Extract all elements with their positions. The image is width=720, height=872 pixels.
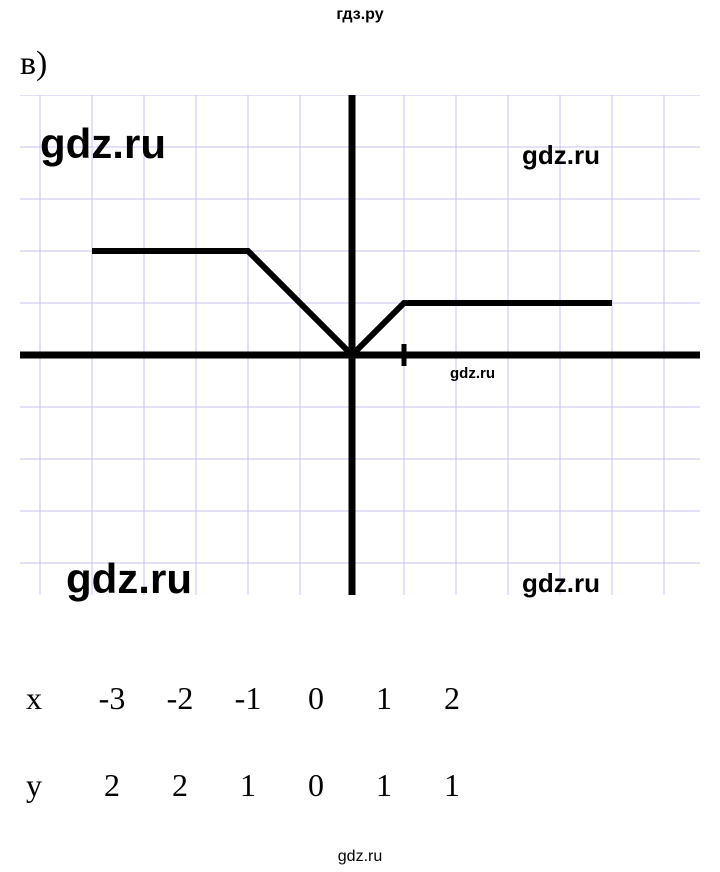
table-cell: -1 [214, 680, 282, 717]
watermark-4: gdz.ru [66, 555, 192, 603]
table-cell: 0 [282, 767, 350, 804]
value-table: x -3 -2 -1 0 1 2 y 2 2 1 0 1 1 [20, 680, 700, 854]
watermark-1: gdz.ru [40, 120, 166, 168]
table-cell: 2 [146, 767, 214, 804]
table-cell: 2 [78, 767, 146, 804]
table-cell: 1 [350, 680, 418, 717]
table-cell: 0 [282, 680, 350, 717]
table-label-x: x [20, 680, 78, 717]
watermark-3: gdz.ru [450, 365, 495, 382]
table-cell: -2 [146, 680, 214, 717]
table-cell: 1 [350, 767, 418, 804]
watermark-5: gdz.ru [522, 568, 600, 599]
table-row-x: x -3 -2 -1 0 1 2 [20, 680, 700, 717]
table-label-y: y [20, 767, 78, 804]
graph-container: gdz.ru gdz.ru gdz.ru gdz.ru gdz.ru [20, 95, 700, 595]
table-cell: 2 [418, 680, 486, 717]
table-cell: 1 [214, 767, 282, 804]
table-cell: 1 [418, 767, 486, 804]
watermark-2: gdz.ru [522, 140, 600, 171]
table-cell: -3 [78, 680, 146, 717]
table-row-y: y 2 2 1 0 1 1 [20, 767, 700, 804]
problem-label: в) [20, 45, 47, 83]
header-watermark: гдз.ру [336, 6, 383, 24]
